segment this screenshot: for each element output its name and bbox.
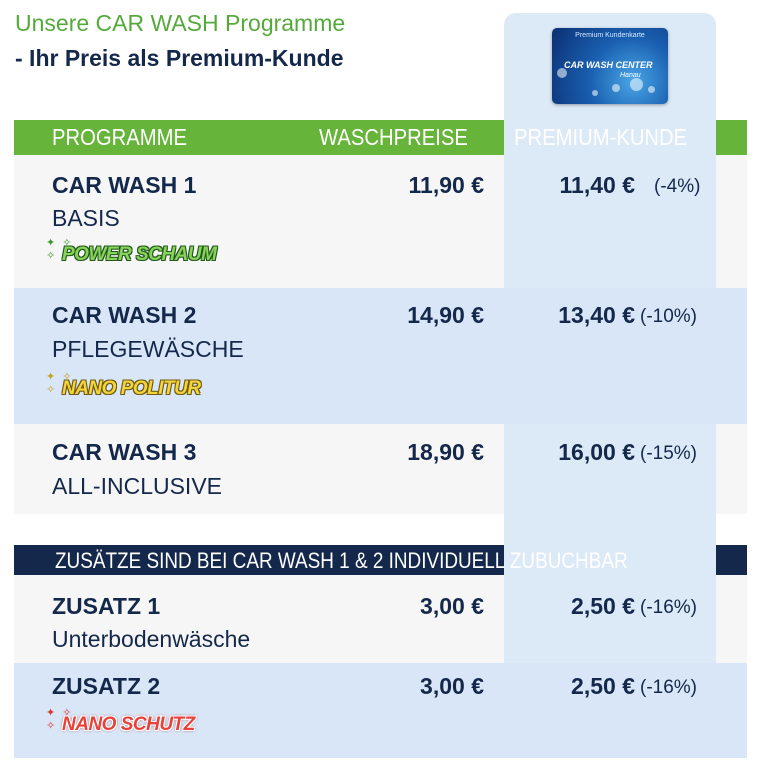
programme-price: 14,90 € (407, 302, 484, 328)
extras-header-text: ZUSÄTZE SIND BEI CAR WASH 1 & 2 INDIVIDU… (55, 548, 628, 573)
card-sub: Hanau (620, 72, 641, 79)
stars-icon: ✦ ✧ ✧ (46, 371, 74, 396)
programme-row-2 (14, 288, 747, 424)
extra-row-2 (14, 663, 747, 758)
bubble-icon (612, 84, 620, 92)
bubble-icon (557, 68, 567, 78)
programme-price: 18,90 € (407, 439, 484, 465)
extra-sub: Unterbodenwäsche (52, 626, 251, 652)
programme-name: CAR WASH 2 (52, 302, 197, 328)
nano-schutz-badge: ✦ ✧ ✧ NANO SCHUTZ (46, 707, 195, 735)
programme-premium-price: 16,00 € (558, 439, 635, 465)
extra-name: ZUSATZ 1 (52, 593, 161, 619)
programme-discount: (-15%) (640, 443, 698, 464)
power-schaum-badge: ✦ ✧ ✧ POWER SCHAUM (46, 237, 217, 265)
header-programme: PROGRAMME (52, 124, 187, 150)
extra-discount: (-16%) (640, 597, 698, 618)
nano-politur-badge: ✦ ✧ ✧ NANO POLITUR (46, 371, 201, 399)
programme-premium-price: 13,40 € (558, 302, 635, 328)
card-brand: CAR WASH CENTER (564, 60, 653, 70)
extra-price: 3,00 € (420, 673, 484, 699)
extra-premium-price: 2,50 € (571, 593, 635, 619)
stars-icon: ✦ ✧ ✧ (46, 237, 74, 262)
stars-icon: ✦ ✧ ✧ (46, 707, 74, 732)
programme-discount: (-4%) (654, 176, 701, 197)
extra-name: ZUSATZ 2 (52, 673, 161, 699)
bubble-icon (648, 86, 655, 93)
extra-discount: (-16%) (640, 677, 698, 698)
header-price: WASCHPREISE (319, 124, 468, 150)
programme-sub: BASIS (52, 205, 120, 231)
extra-price: 3,00 € (420, 593, 484, 619)
programme-price: 11,90 € (408, 172, 484, 198)
programme-sub: ALL-INCLUSIVE (52, 473, 223, 499)
programme-premium-price: 11,40 € (559, 172, 635, 198)
programme-name: CAR WASH 3 (52, 439, 197, 465)
card-top-label: Premium Kundenkarte (575, 32, 645, 39)
extra-premium-price: 2,50 € (571, 673, 635, 699)
page-title: Unsere CAR WASH Programme (15, 10, 346, 36)
programme-name: CAR WASH 1 (52, 172, 197, 198)
programme-sub: PFLEGEWÄSCHE (52, 336, 244, 362)
bubble-icon (592, 90, 598, 96)
premium-card-image: Premium Kundenkarte CAR WASH CENTER Hana… (552, 28, 668, 104)
bubble-icon (630, 78, 643, 91)
page-subtitle: - Ihr Preis als Premium-Kunde (15, 45, 344, 71)
header-premium: PREMIUM-KUNDE (514, 124, 688, 150)
programme-discount: (-10%) (640, 306, 698, 327)
